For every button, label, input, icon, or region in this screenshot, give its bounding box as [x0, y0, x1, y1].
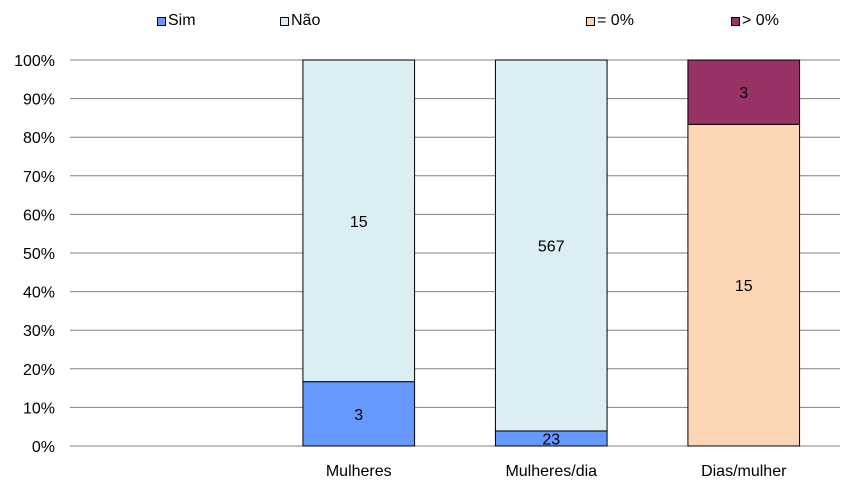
legend-label-nao: Não — [291, 12, 321, 29]
legend-swatch-gt-zero — [731, 16, 740, 26]
bar-segment — [687, 123, 801, 447]
bar-segment — [302, 381, 416, 447]
y-tick-label: 40% — [23, 285, 55, 302]
category-label: Mulheres — [326, 463, 392, 480]
y-tick-label: 30% — [23, 323, 55, 340]
bars — [302, 59, 801, 447]
y-tick-label: 60% — [23, 207, 55, 224]
legend-label-eq-zero: = 0% — [597, 12, 634, 29]
bar-segment — [687, 59, 801, 125]
data-label: 3 — [739, 85, 748, 102]
y-tick-label: 20% — [23, 362, 55, 379]
y-tick-label: 70% — [23, 169, 55, 186]
legend-item-gt-zero: > 0% — [731, 12, 779, 30]
legend-swatch-eq-zero — [586, 16, 595, 26]
data-label: 15 — [735, 278, 753, 295]
y-axis-tick-labels: 0% 10% 20% 30% 40% 50% 60% 70% 80% 90% 100% — [14, 53, 55, 456]
legend-label-gt-zero: > 0% — [742, 12, 779, 29]
legend-item-nao: Não — [280, 12, 320, 30]
data-label: 3 — [354, 407, 363, 424]
y-tick-label: 80% — [23, 130, 55, 147]
y-tick-label: 90% — [23, 92, 55, 109]
legend-swatch-sim — [157, 16, 166, 26]
legend-swatch-nao — [280, 16, 289, 26]
bar-segment — [494, 59, 608, 432]
y-tick-label: 50% — [23, 246, 55, 263]
data-labels: 3 15 23 567 15 3 — [350, 85, 753, 448]
x-axis-category-labels: Mulheres Mulheres/dia Dias/mulher — [326, 463, 787, 480]
data-label: 15 — [350, 214, 368, 231]
legend-label-sim: Sim — [168, 12, 196, 29]
y-tick-label: 0% — [32, 439, 55, 456]
category-label: Mulheres/dia — [505, 463, 597, 480]
y-tick-label: 100% — [14, 53, 55, 70]
bar-segment — [302, 59, 416, 383]
y-tick-label: 10% — [23, 400, 55, 417]
data-label: 567 — [538, 238, 565, 255]
data-label: 23 — [542, 431, 560, 448]
legend-item-eq-zero: = 0% — [586, 12, 634, 30]
legend-item-sim: Sim — [157, 12, 196, 30]
category-label: Dias/mulher — [701, 463, 787, 480]
